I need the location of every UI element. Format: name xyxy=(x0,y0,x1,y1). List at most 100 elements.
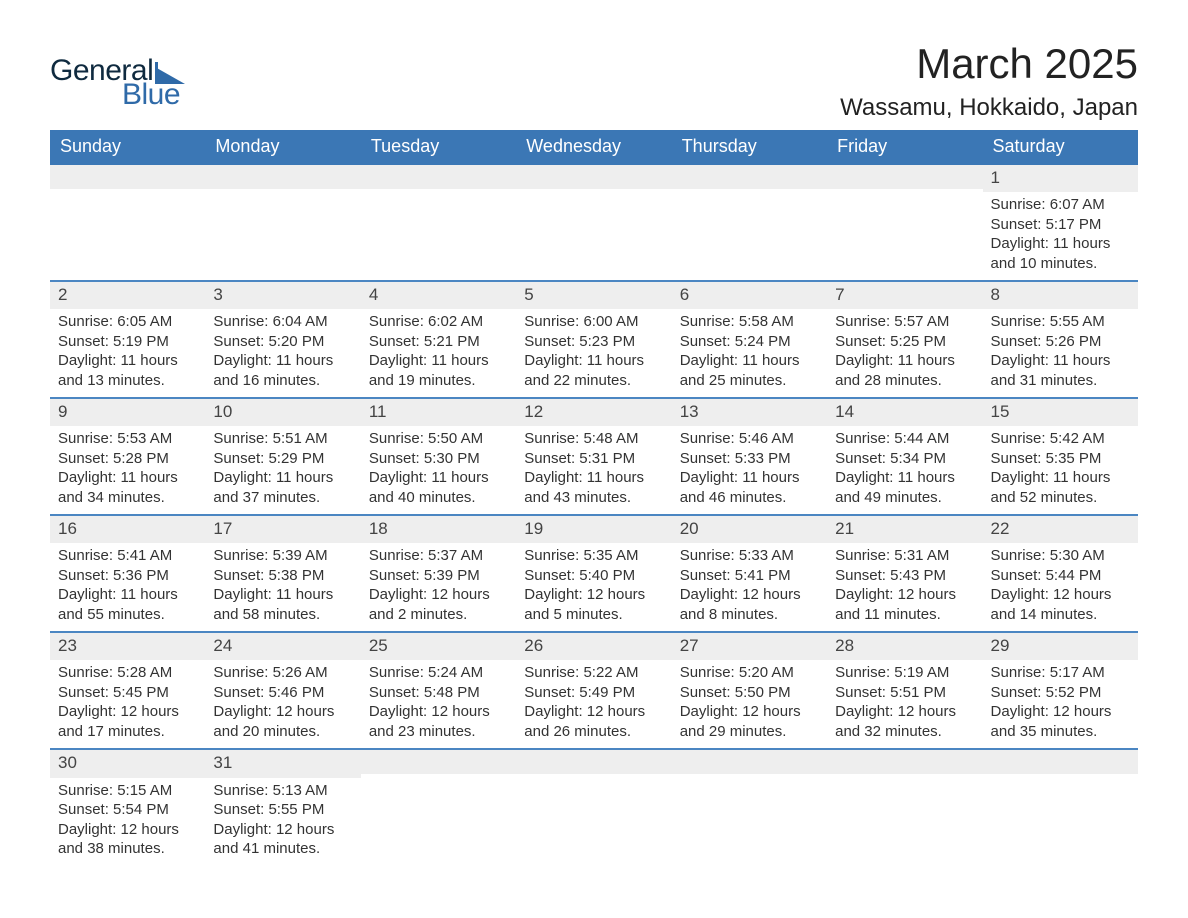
calendar-cell: 23Sunrise: 5:28 AMSunset: 5:45 PMDayligh… xyxy=(50,633,205,747)
daylight-text: Daylight: 12 hours and 35 minutes. xyxy=(991,702,1130,741)
day-content: Sunrise: 5:48 AMSunset: 5:31 PMDaylight:… xyxy=(516,426,671,513)
calendar-cell: 15Sunrise: 5:42 AMSunset: 5:35 PMDayligh… xyxy=(983,399,1138,513)
sunrise-text: Sunrise: 5:46 AM xyxy=(680,429,819,449)
day-number: 19 xyxy=(516,516,671,543)
sunset-text: Sunset: 5:41 PM xyxy=(680,566,819,586)
sunset-text: Sunset: 5:55 PM xyxy=(213,800,352,820)
day-content: Sunrise: 5:19 AMSunset: 5:51 PMDaylight:… xyxy=(827,660,982,747)
sunset-text: Sunset: 5:38 PM xyxy=(213,566,352,586)
calendar-cell: 24Sunrise: 5:26 AMSunset: 5:46 PMDayligh… xyxy=(205,633,360,747)
weekday-header: Tuesday xyxy=(361,130,516,165)
calendar-cell-empty xyxy=(516,750,671,864)
sunrise-text: Sunrise: 5:51 AM xyxy=(213,429,352,449)
day-number: 2 xyxy=(50,282,205,309)
calendar-cell: 29Sunrise: 5:17 AMSunset: 5:52 PMDayligh… xyxy=(983,633,1138,747)
calendar-cell: 18Sunrise: 5:37 AMSunset: 5:39 PMDayligh… xyxy=(361,516,516,630)
sunrise-text: Sunrise: 6:05 AM xyxy=(58,312,197,332)
daylight-text: Daylight: 11 hours and 16 minutes. xyxy=(213,351,352,390)
day-number: 20 xyxy=(672,516,827,543)
day-content: Sunrise: 5:58 AMSunset: 5:24 PMDaylight:… xyxy=(672,309,827,396)
day-content: Sunrise: 5:31 AMSunset: 5:43 PMDaylight:… xyxy=(827,543,982,630)
sunset-text: Sunset: 5:31 PM xyxy=(524,449,663,469)
day-number xyxy=(827,165,982,189)
daylight-text: Daylight: 12 hours and 26 minutes. xyxy=(524,702,663,741)
calendar-cell: 2 Sunrise: 6:05 AMSunset: 5:19 PMDaylight… xyxy=(50,282,205,396)
daylight-text: Daylight: 11 hours and 52 minutes. xyxy=(991,468,1130,507)
day-number xyxy=(672,165,827,189)
sunset-text: Sunset: 5:49 PM xyxy=(524,683,663,703)
calendar-week: 23Sunrise: 5:28 AMSunset: 5:45 PMDayligh… xyxy=(50,631,1138,747)
day-number: 7 xyxy=(827,282,982,309)
day-number: 16 xyxy=(50,516,205,543)
daylight-text: Daylight: 11 hours and 43 minutes. xyxy=(524,468,663,507)
day-number: 26 xyxy=(516,633,671,660)
sunrise-text: Sunrise: 5:57 AM xyxy=(835,312,974,332)
daylight-text: Daylight: 11 hours and 28 minutes. xyxy=(835,351,974,390)
calendar-cell: 12Sunrise: 5:48 AMSunset: 5:31 PMDayligh… xyxy=(516,399,671,513)
calendar-cell: 1Sunrise: 6:07 AMSunset: 5:17 PMDaylight… xyxy=(983,165,1138,279)
calendar-cell: 5Sunrise: 6:00 AMSunset: 5:23 PMDaylight… xyxy=(516,282,671,396)
calendar-cell: 20Sunrise: 5:33 AMSunset: 5:41 PMDayligh… xyxy=(672,516,827,630)
calendar-cell: 3Sunrise: 6:04 AMSunset: 5:20 PMDaylight… xyxy=(205,282,360,396)
daylight-text: Daylight: 12 hours and 2 minutes. xyxy=(369,585,508,624)
sunrise-text: Sunrise: 5:39 AM xyxy=(213,546,352,566)
daylight-text: Daylight: 12 hours and 8 minutes. xyxy=(680,585,819,624)
sunset-text: Sunset: 5:52 PM xyxy=(991,683,1130,703)
daylight-text: Daylight: 12 hours and 29 minutes. xyxy=(680,702,819,741)
day-number: 18 xyxy=(361,516,516,543)
daylight-text: Daylight: 11 hours and 49 minutes. xyxy=(835,468,974,507)
calendar-cell: 11Sunrise: 5:50 AMSunset: 5:30 PMDayligh… xyxy=(361,399,516,513)
sunset-text: Sunset: 5:33 PM xyxy=(680,449,819,469)
sunrise-text: Sunrise: 5:58 AM xyxy=(680,312,819,332)
calendar-cell: 10Sunrise: 5:51 AMSunset: 5:29 PMDayligh… xyxy=(205,399,360,513)
daylight-text: Daylight: 12 hours and 11 minutes. xyxy=(835,585,974,624)
day-content: Sunrise: 5:39 AMSunset: 5:38 PMDaylight:… xyxy=(205,543,360,630)
sunrise-text: Sunrise: 5:17 AM xyxy=(991,663,1130,683)
sunrise-text: Sunrise: 6:07 AM xyxy=(991,195,1130,215)
daylight-text: Daylight: 11 hours and 13 minutes. xyxy=(58,351,197,390)
month-title: March 2025 xyxy=(840,40,1138,88)
day-number xyxy=(983,750,1138,774)
weekday-header: Thursday xyxy=(672,130,827,165)
day-content: Sunrise: 5:33 AMSunset: 5:41 PMDaylight:… xyxy=(672,543,827,630)
sunrise-text: Sunrise: 5:44 AM xyxy=(835,429,974,449)
sunrise-text: Sunrise: 5:37 AM xyxy=(369,546,508,566)
calendar-cell-empty xyxy=(672,750,827,864)
day-number xyxy=(516,750,671,774)
sunset-text: Sunset: 5:19 PM xyxy=(58,332,197,352)
daylight-text: Daylight: 11 hours and 55 minutes. xyxy=(58,585,197,624)
calendar-cell: 22Sunrise: 5:30 AMSunset: 5:44 PMDayligh… xyxy=(983,516,1138,630)
sunset-text: Sunset: 5:24 PM xyxy=(680,332,819,352)
day-number: 24 xyxy=(205,633,360,660)
day-content: Sunrise: 6:07 AMSunset: 5:17 PMDaylight:… xyxy=(983,192,1138,279)
day-number: 28 xyxy=(827,633,982,660)
day-number: 15 xyxy=(983,399,1138,426)
sunrise-text: Sunrise: 5:50 AM xyxy=(369,429,508,449)
calendar: Sunday Monday Tuesday Wednesday Thursday… xyxy=(50,130,1138,865)
calendar-week: 16Sunrise: 5:41 AMSunset: 5:36 PMDayligh… xyxy=(50,514,1138,630)
calendar-week: 2Sunrise: 6:05 AMSunset: 5:19 PMDaylight… xyxy=(50,280,1138,396)
sunset-text: Sunset: 5:45 PM xyxy=(58,683,197,703)
day-content: Sunrise: 6:02 AMSunset: 5:21 PMDaylight:… xyxy=(361,309,516,396)
daylight-text: Daylight: 11 hours and 22 minutes. xyxy=(524,351,663,390)
day-number: 12 xyxy=(516,399,671,426)
day-number: 10 xyxy=(205,399,360,426)
day-number: 17 xyxy=(205,516,360,543)
day-number: 3 xyxy=(205,282,360,309)
sunrise-text: Sunrise: 5:55 AM xyxy=(991,312,1130,332)
day-number: 22 xyxy=(983,516,1138,543)
day-content: Sunrise: 6:04 AMSunset: 5:20 PMDaylight:… xyxy=(205,309,360,396)
day-content: Sunrise: 5:50 AMSunset: 5:30 PMDaylight:… xyxy=(361,426,516,513)
calendar-cell: 26Sunrise: 5:22 AMSunset: 5:49 PMDayligh… xyxy=(516,633,671,747)
day-number: 14 xyxy=(827,399,982,426)
calendar-cell: 16Sunrise: 5:41 AMSunset: 5:36 PMDayligh… xyxy=(50,516,205,630)
title-block: March 2025 Wassamu, Hokkaido, Japan xyxy=(840,40,1138,122)
day-content: Sunrise: 5:44 AMSunset: 5:34 PMDaylight:… xyxy=(827,426,982,513)
daylight-text: Daylight: 12 hours and 5 minutes. xyxy=(524,585,663,624)
daylight-text: Daylight: 11 hours and 46 minutes. xyxy=(680,468,819,507)
calendar-cell: 17Sunrise: 5:39 AMSunset: 5:38 PMDayligh… xyxy=(205,516,360,630)
calendar-week: 9Sunrise: 5:53 AMSunset: 5:28 PMDaylight… xyxy=(50,397,1138,513)
day-number: 21 xyxy=(827,516,982,543)
day-content: Sunrise: 5:41 AMSunset: 5:36 PMDaylight:… xyxy=(50,543,205,630)
calendar-cell: 28Sunrise: 5:19 AMSunset: 5:51 PMDayligh… xyxy=(827,633,982,747)
